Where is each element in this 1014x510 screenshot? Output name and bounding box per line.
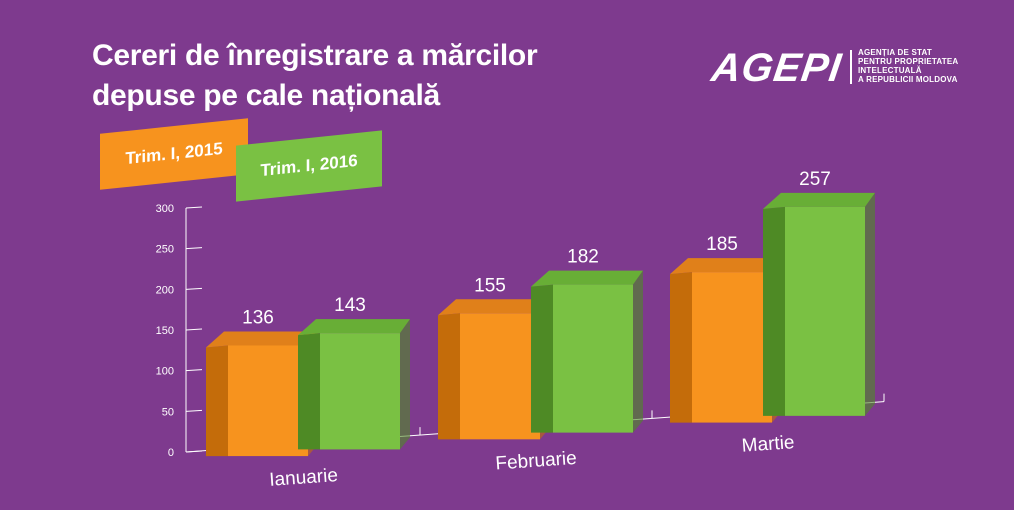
bar-1-0-right — [400, 319, 410, 450]
x-category-label-0: Ianuarie — [269, 465, 339, 491]
data-label-1-0: 143 — [334, 295, 366, 316]
y-tick-1 — [185, 409, 203, 412]
bar-1-1-side — [531, 284, 553, 433]
bar-0-0-side — [206, 345, 228, 457]
y-tick-6 — [185, 206, 203, 209]
y-tick-label-5: 250 — [156, 244, 174, 256]
chart-title: Cereri de înregistrare a mărcilor depuse… — [92, 36, 538, 116]
bar-0-1-top — [438, 299, 550, 316]
agepi-logo: AGEPI AGENȚIA DE STAT PENTRU PROPRIETATE… — [709, 44, 972, 92]
y-tick-2 — [185, 369, 203, 372]
logo-line-4: A REPUBLICII MOLDOVA — [858, 75, 958, 84]
bar-0-0-front — [228, 345, 308, 457]
data-label-0-0: 136 — [242, 307, 274, 328]
data-label-1-1: 182 — [567, 247, 599, 268]
y-tick-label-1: 50 — [162, 406, 174, 418]
logo-line-2: PENTRU PROPRIETATEA — [858, 57, 959, 66]
data-label-0-1: 155 — [474, 275, 506, 296]
logo-divider — [850, 50, 852, 84]
data-label-0-2: 185 — [706, 234, 738, 255]
logo-line-3: INTELECTUALĂ — [858, 66, 922, 75]
chart-title-line-2: depuse pe cale națională — [92, 79, 440, 112]
y-tick-3 — [185, 328, 203, 331]
bar-1-0-front — [320, 333, 400, 450]
bar-1-1-right — [633, 270, 643, 433]
bar-1-1-front — [553, 284, 633, 433]
y-tick-label-4: 200 — [156, 284, 174, 296]
bar-0-2-top — [670, 258, 782, 275]
bar-1-1-top — [531, 270, 643, 287]
bar-1-2-side — [763, 206, 785, 416]
chart-title-line-1: Cereri de înregistrare a mărcilor — [92, 39, 538, 72]
y-tick-label-6: 300 — [156, 203, 174, 215]
x-category-label-2: Martie — [741, 432, 795, 457]
bar-0-0-top — [206, 331, 318, 348]
y-tick-label-0: 0 — [168, 447, 174, 459]
y-tick-5 — [185, 247, 203, 250]
bar-0-1-side — [438, 313, 460, 440]
logo-line-1: AGENȚIA DE STAT — [858, 48, 932, 57]
bar-0-2-side — [670, 272, 692, 423]
data-label-1-2: 257 — [799, 169, 831, 190]
x-category-label-1: Februarie — [495, 448, 578, 475]
y-tick-4 — [185, 287, 203, 290]
logo-agency-name: AGENȚIA DE STAT PENTRU PROPRIETATEA INTE… — [858, 48, 958, 84]
y-tick-label-3: 150 — [156, 325, 174, 337]
bar-1-0-side — [298, 333, 320, 450]
bar-0-2-front — [692, 272, 772, 423]
y-tick-label-2: 100 — [156, 366, 174, 378]
bar-1-2-top — [763, 192, 875, 209]
bar-1-2-right — [865, 192, 875, 416]
bar-0-1-front — [460, 313, 540, 440]
bar-1-0-top — [298, 319, 410, 336]
bar-1-2-front — [785, 206, 865, 416]
